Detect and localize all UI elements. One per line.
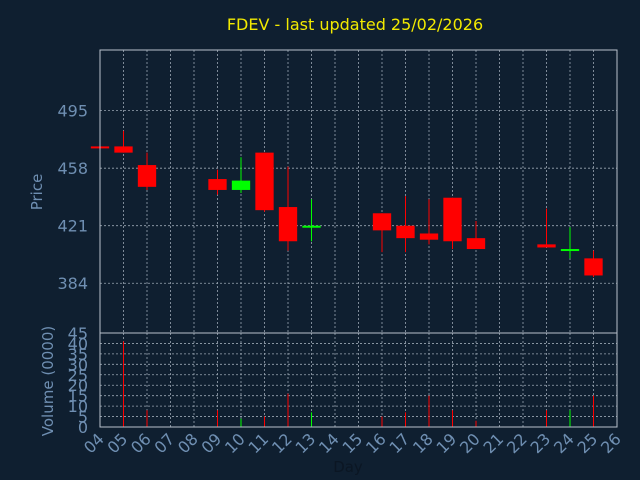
volume-tick-label: 45 bbox=[68, 324, 88, 343]
day-tick-labels: 0405060708091011121314151617181920212223… bbox=[80, 429, 625, 457]
volume-grid bbox=[99, 332, 618, 428]
day-axis-label: Day bbox=[333, 458, 363, 476]
candle-body bbox=[278, 207, 298, 242]
candle-body bbox=[419, 233, 439, 240]
volume-tick-label: 30 bbox=[68, 355, 88, 374]
candle-body bbox=[443, 197, 462, 242]
volume-tick-label: 15 bbox=[68, 387, 88, 406]
candle-body bbox=[466, 238, 486, 250]
volume-tick-label: 5 bbox=[78, 408, 88, 427]
price-tick-label: 495 bbox=[57, 102, 88, 121]
candle-body bbox=[255, 152, 274, 211]
chart-title: FDEV - last updated 25/02/2026 bbox=[227, 15, 483, 34]
plot-frames bbox=[99, 49, 618, 428]
volume-tick-label: 0 bbox=[78, 418, 88, 437]
price-tick-labels: 495 458 421 384 bbox=[57, 102, 88, 294]
price-axis-label: Price bbox=[28, 174, 46, 211]
price-tick-label: 384 bbox=[57, 274, 88, 293]
price-grid bbox=[99, 50, 618, 333]
candle-body bbox=[584, 258, 603, 276]
volume-tick-label: 40 bbox=[68, 334, 88, 353]
candle-body bbox=[396, 225, 415, 239]
volume-tick-label: 35 bbox=[68, 345, 88, 364]
candle-body bbox=[372, 213, 392, 231]
price-tick-label: 421 bbox=[57, 217, 88, 236]
candle-body bbox=[208, 179, 227, 190]
candle-body bbox=[302, 225, 321, 228]
volume-tick-label: 20 bbox=[68, 376, 88, 395]
candle-body bbox=[537, 244, 556, 248]
candles-group bbox=[90, 130, 603, 278]
volume-tick-label: 25 bbox=[68, 366, 88, 385]
candle-body bbox=[560, 249, 580, 252]
candle-body bbox=[137, 165, 157, 187]
candle-body bbox=[231, 180, 251, 190]
volume-plot-frame bbox=[99, 332, 618, 428]
volume-bars-group bbox=[123, 341, 594, 427]
volume-tick-label: 10 bbox=[68, 397, 88, 416]
candle-body bbox=[114, 146, 133, 153]
day-tick-label: 26 bbox=[597, 429, 625, 457]
volume-axis-label: Volume (0000) bbox=[39, 326, 57, 436]
price-tick-label: 458 bbox=[57, 159, 88, 178]
